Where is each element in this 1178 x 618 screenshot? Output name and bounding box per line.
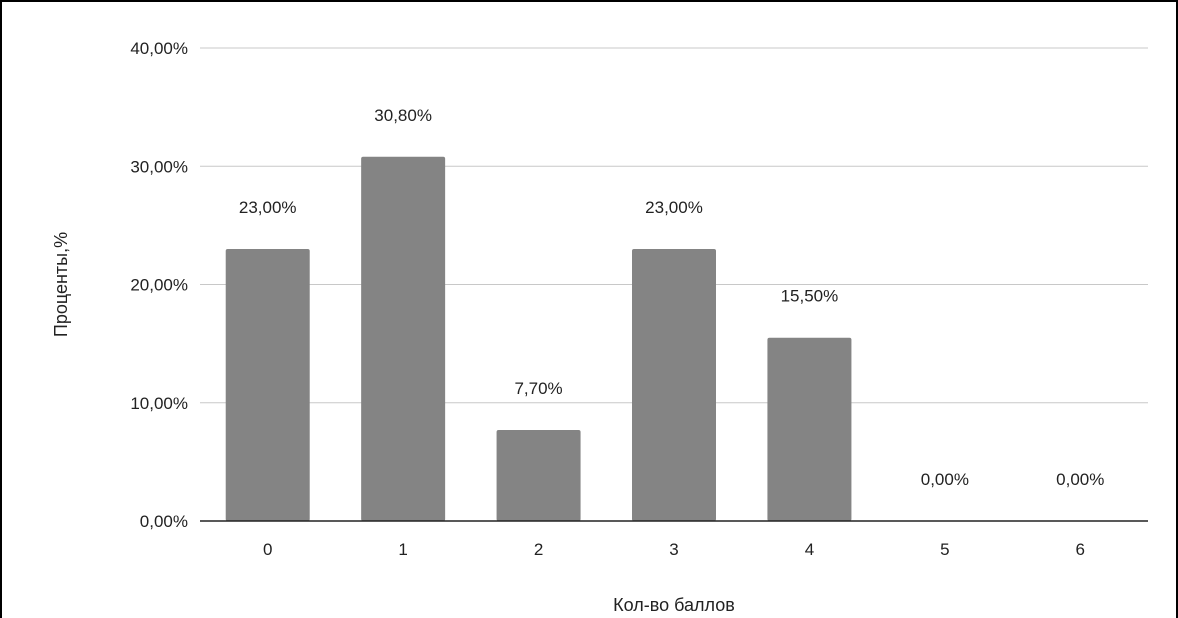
y-axis-title: Проценты,% — [51, 232, 71, 337]
bar-0 — [225, 249, 310, 521]
bars — [225, 156, 852, 522]
bar-1 — [361, 156, 446, 522]
x-tick-label: 6 — [1076, 540, 1085, 559]
y-tick-label: 20,00% — [130, 276, 188, 295]
bar-3 — [632, 249, 716, 521]
y-tick-label: 0,00% — [140, 512, 188, 531]
data-label-4: 15,50% — [781, 287, 839, 306]
x-axis-title: Кол-во баллов — [613, 595, 735, 615]
x-tick-label: 0 — [263, 540, 272, 559]
data-label-6: 0,00% — [1056, 470, 1104, 489]
y-tick-label: 10,00% — [130, 394, 188, 413]
data-label-5: 0,00% — [921, 470, 969, 489]
x-tick-label: 3 — [669, 540, 678, 559]
x-tick-label: 2 — [534, 540, 543, 559]
data-label-3: 23,00% — [645, 198, 703, 217]
x-tick-label: 1 — [398, 540, 407, 559]
x-tick-labels: 0 1 2 3 4 5 6 — [263, 540, 1085, 559]
y-tick-labels: 0,00% 10,00% 20,00% 30,00% 40,00% — [130, 39, 188, 531]
bar-4 — [767, 337, 852, 521]
data-labels: 23,00% 30,80% 7,70% 23,00% 15,50% 0,00% 0,00% — [239, 106, 1105, 489]
data-label-0: 23,00% — [239, 198, 297, 217]
y-tick-label: 30,00% — [130, 157, 188, 176]
bar-2 — [496, 429, 581, 521]
x-tick-label: 4 — [805, 540, 814, 559]
data-label-2: 7,70% — [514, 379, 562, 398]
x-tick-label: 5 — [940, 540, 949, 559]
y-tick-label: 40,00% — [130, 39, 188, 58]
data-label-1: 30,80% — [374, 106, 432, 125]
